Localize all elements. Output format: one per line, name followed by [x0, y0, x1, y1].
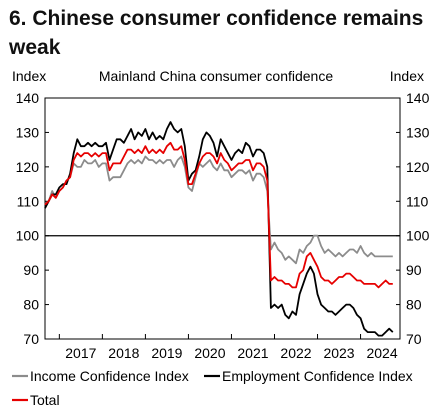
y-axis-left: 70 80 90 100 110 120 130 140 — [16, 90, 49, 347]
y-tick-label-left: 130 — [16, 124, 40, 140]
y-tick-label-left: 100 — [16, 228, 40, 244]
series-line-income-confidence-index — [44, 155, 393, 265]
series-line-total — [44, 141, 393, 289]
series-lines — [44, 121, 394, 337]
x-axis: 2017 2018 2019 2020 2021 2022 2023 2024 — [58, 334, 398, 361]
x-tick-label: 2018 — [108, 345, 139, 361]
y-tick-label-right: 120 — [406, 159, 430, 175]
y-tick-label-right: 130 — [406, 124, 430, 140]
y-tick-label-left: 90 — [23, 262, 39, 278]
plot-area — [44, 97, 401, 340]
x-tick-label: 2019 — [151, 345, 182, 361]
chart-title: 6. Chinese consumer confidence remains w… — [9, 7, 424, 59]
y-tick-label-right: 90 — [406, 262, 422, 278]
legend-label-employment-confidence-index: Employment Confidence Index — [222, 368, 413, 384]
x-tick-label: 2017 — [65, 345, 96, 361]
x-tick-label: 2024 — [366, 345, 397, 361]
y-tick-label-right: 70 — [406, 331, 422, 347]
y-tick-label-left: 140 — [16, 90, 40, 106]
y-tick-label-right: 100 — [406, 228, 430, 244]
y-tick-label-right: 140 — [406, 90, 430, 106]
x-tick-label: 2021 — [237, 345, 268, 361]
y-tick-label-right: 80 — [406, 297, 422, 313]
legend: Income Confidence Index Employment Confid… — [12, 368, 413, 408]
x-tick-label: 2020 — [194, 345, 225, 361]
y-axis-right: 70 80 90 100 110 120 130 140 — [396, 90, 430, 347]
y-tick-label-left: 120 — [16, 159, 40, 175]
chart-subtitle: Mainland China consumer confidence — [99, 68, 333, 84]
y-tick-label-left: 80 — [23, 297, 39, 313]
y-tick-label-left: 110 — [17, 193, 40, 209]
legend-label-income-confidence-index: Income Confidence Index — [30, 368, 189, 384]
y-tick-label-right: 110 — [406, 193, 429, 209]
legend-label-total: Total — [30, 392, 60, 408]
y-axis-label-left: Index — [12, 68, 46, 84]
x-tick-label: 2022 — [280, 345, 311, 361]
y-axis-label-right: Index — [390, 68, 424, 84]
y-tick-label-left: 70 — [23, 331, 39, 347]
series-line-employment-confidence-index — [44, 121, 394, 337]
x-tick-label: 2023 — [323, 345, 354, 361]
